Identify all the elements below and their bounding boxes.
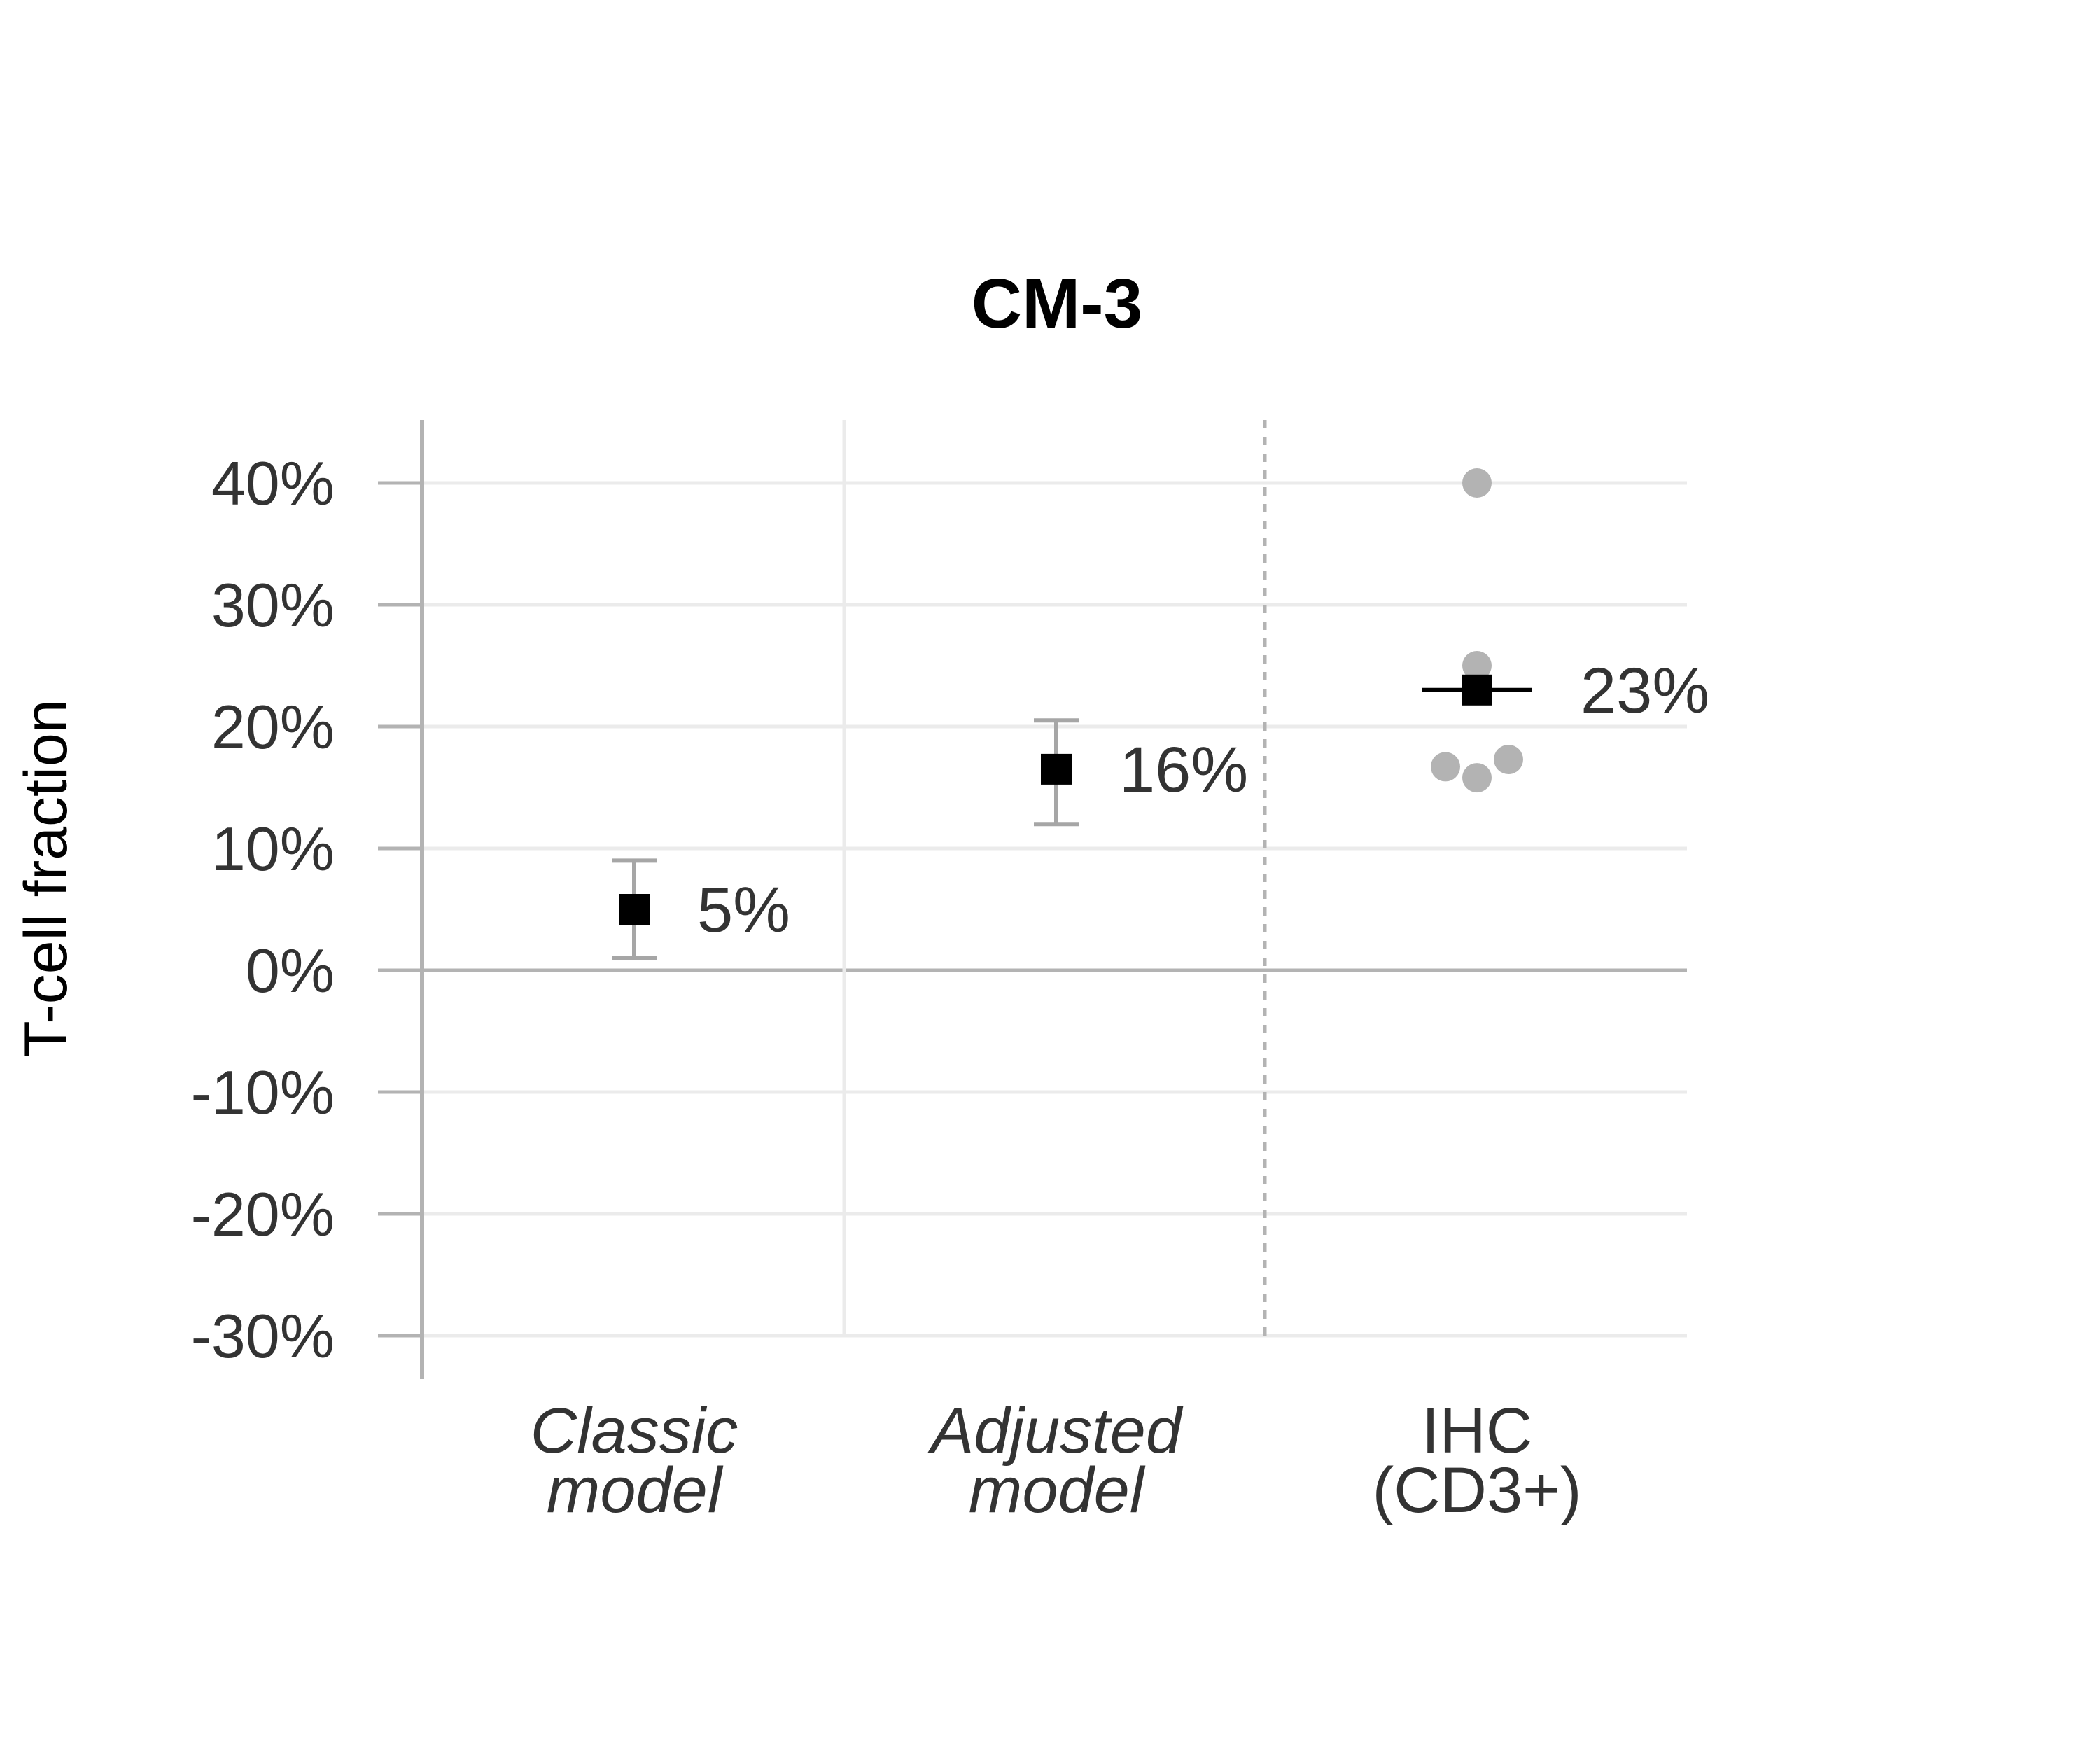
x-category-label: IHC [1422,1395,1532,1466]
x-category-label: model [547,1455,724,1526]
y-tick-label: 40% [211,449,335,518]
grid-lines [422,420,1687,1338]
ihc-point [1462,468,1492,498]
ihc-point [1494,744,1523,774]
y-tick-label: -30% [191,1301,335,1371]
y-tick-labels: 40% 30% 20% 10% 0% -10% -20% -30% [191,449,335,1371]
estimate-label: 16% [1119,734,1248,806]
y-tick-label: 20% [211,692,335,762]
ihc-point [1462,763,1492,793]
y-tick-label: -20% [191,1180,335,1249]
data-labels: 5% 16% 23% [697,655,1709,946]
estimate-marker [619,894,650,925]
ihc-point [1431,752,1460,782]
chart-title: CM-3 [972,265,1142,343]
data-marks [612,468,1532,960]
y-tick-label: 10% [211,814,335,883]
estimate-marker [1041,753,1072,785]
axes [378,420,424,1379]
y-tick-label: 0% [246,936,335,1005]
x-category-label: model [969,1455,1146,1526]
x-category-label: Adjusted [927,1395,1184,1466]
estimate-marker [1462,674,1492,706]
y-axis-title: T-cell fraction [13,699,80,1057]
y-tick-label: 30% [211,570,335,640]
ihc-point [1462,651,1492,680]
x-category-label: Classic [531,1395,738,1466]
x-category-label: (CD3+) [1372,1455,1581,1526]
estimate-label: 5% [697,874,790,946]
estimate-label: 23% [1581,655,1709,727]
y-tick-label: -10% [191,1058,335,1127]
